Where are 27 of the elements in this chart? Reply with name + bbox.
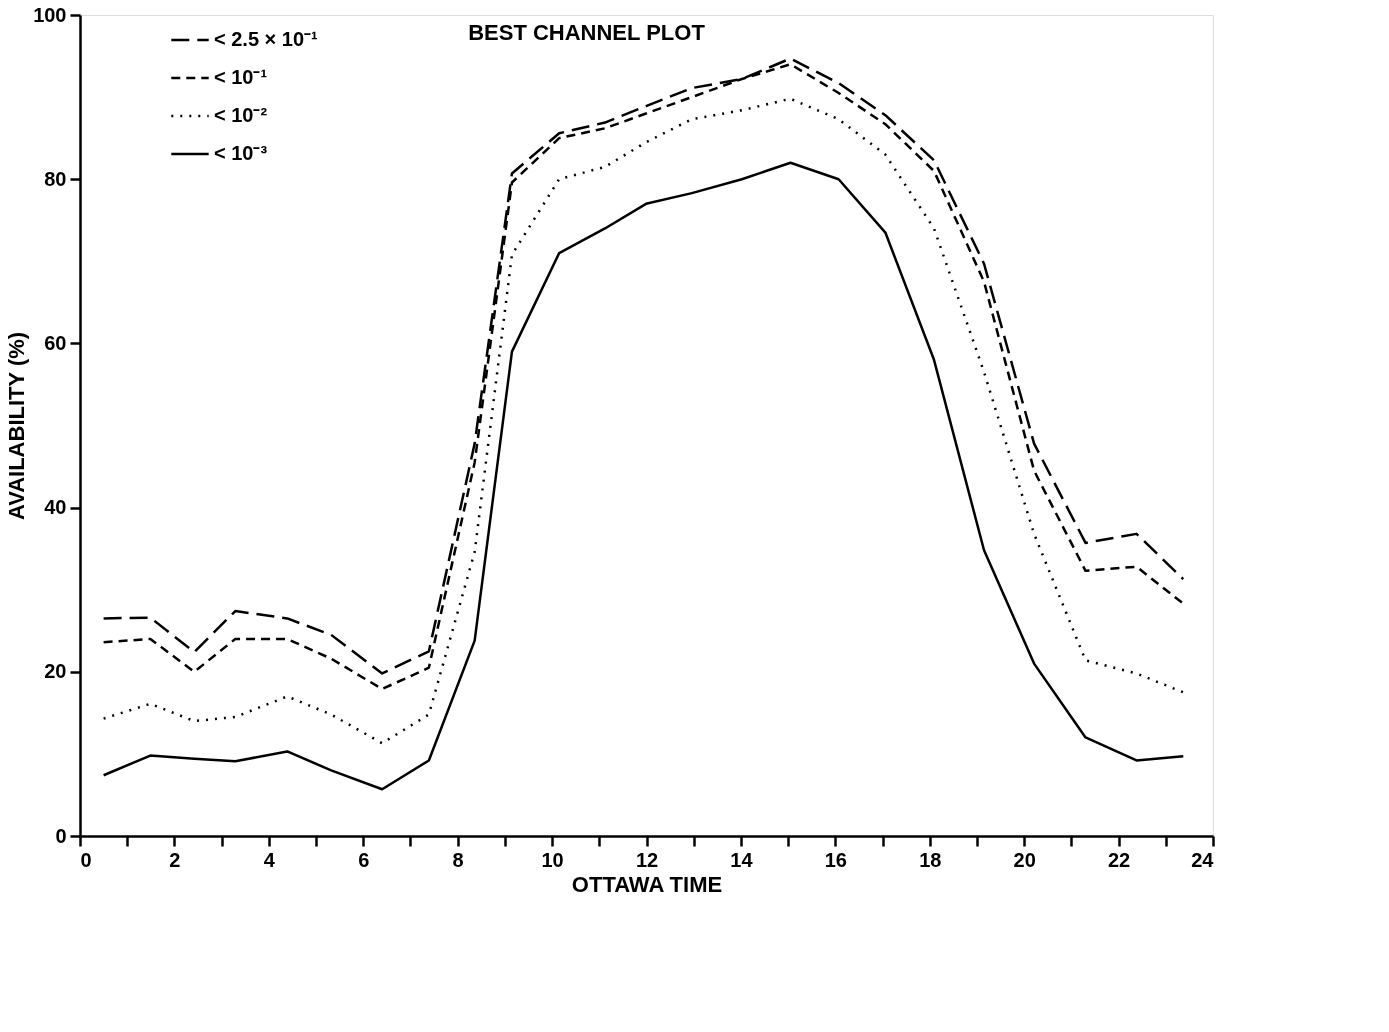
x-tick-label: 14 [730, 848, 754, 871]
x-tick-label: 22 [1107, 848, 1131, 871]
x-tick-label: 2 [169, 848, 181, 871]
y-tick-label: 0 [55, 824, 67, 847]
y-axis-title: AVAILABILITY (%) [4, 331, 30, 521]
y-tick-label: 80 [44, 167, 67, 190]
x-tick-label: 8 [452, 848, 464, 871]
y-tick-label: 40 [44, 496, 67, 519]
x-tick-label: 16 [824, 848, 847, 871]
line-series [102, 161, 1185, 791]
y-tick-label: 20 [44, 660, 67, 683]
legend-label: < 2.5 × 10⁻¹ [214, 28, 319, 50]
x-tick-label: 18 [919, 848, 942, 871]
x-tick-label: 10 [541, 848, 564, 871]
legend-label: < 10⁻¹ [214, 66, 268, 88]
legend-label: < 10⁻³ [214, 142, 268, 164]
chart-title: BEST CHANNEL PLOT [468, 20, 706, 45]
x-tick-label: 0 [80, 848, 92, 871]
legend-label: < 10⁻² [214, 104, 268, 126]
y-tick-label: 100 [33, 3, 67, 26]
x-tick-label: 4 [263, 848, 276, 871]
x-tick-label: 12 [635, 848, 659, 871]
x-tick-label: 24 [1191, 848, 1215, 871]
x-tick-label: 20 [1013, 848, 1036, 871]
x-tick-label: 6 [358, 848, 370, 871]
y-tick-label: 60 [44, 331, 67, 354]
x-axis-title: OTTAWA TIME [571, 871, 723, 897]
